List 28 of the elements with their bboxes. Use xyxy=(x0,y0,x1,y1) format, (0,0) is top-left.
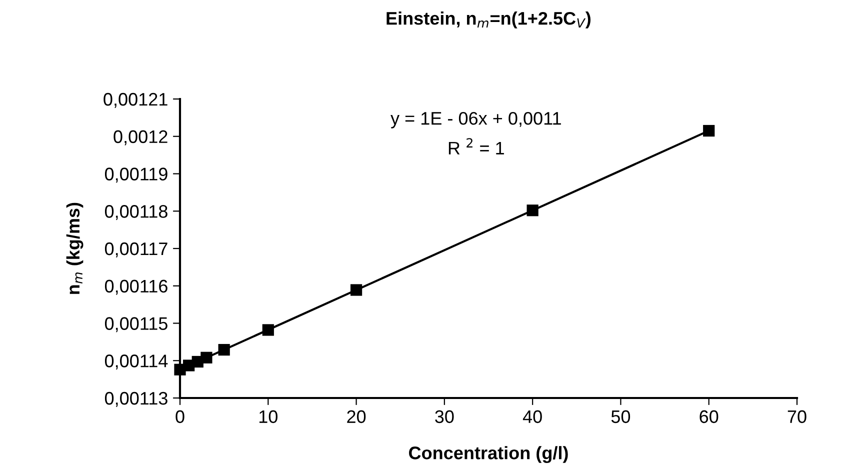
point xyxy=(526,204,538,216)
annotation: y = 1E - 06x + 0,0011 xyxy=(390,112,561,128)
y-tick-label: 0,0012 xyxy=(114,130,168,146)
x-axis-title: Concentration (g/l) xyxy=(409,446,568,463)
x-tick-label: 10 xyxy=(259,410,278,424)
y-tick-label: 0,00121 xyxy=(104,92,168,108)
y-tick-label: 0,00118 xyxy=(104,205,168,220)
point xyxy=(703,124,715,137)
x-tick-label: 30 xyxy=(435,410,454,424)
y-tick-label: 0,00117 xyxy=(104,242,168,258)
point xyxy=(262,324,274,336)
y-tick-label: 0,00116 xyxy=(104,280,168,295)
y-tick-label: 0,00113 xyxy=(104,392,168,407)
y-axis-title: n$_{m}$ (kg/ms) xyxy=(66,202,84,294)
x-tick-label: 40 xyxy=(522,410,542,424)
annotation: R $^{2}$ = 1 xyxy=(448,138,504,154)
y-tick-label: 0,00114 xyxy=(104,354,168,370)
x-tick-label: 20 xyxy=(347,410,366,424)
x-tick-label: 60 xyxy=(700,410,718,424)
chart-title: Einstein, n$_{m}$=n(1+2.5C$_{V}$) xyxy=(386,12,590,28)
x-tick-label: 50 xyxy=(611,410,630,424)
x-tick-label: 0 xyxy=(176,410,184,424)
x-tick-label: 70 xyxy=(788,410,806,424)
point xyxy=(218,344,230,356)
point xyxy=(350,284,362,296)
point xyxy=(200,352,212,364)
y-tick-label: 0,00119 xyxy=(104,168,168,183)
y-tick-label: 0,00115 xyxy=(104,317,168,332)
